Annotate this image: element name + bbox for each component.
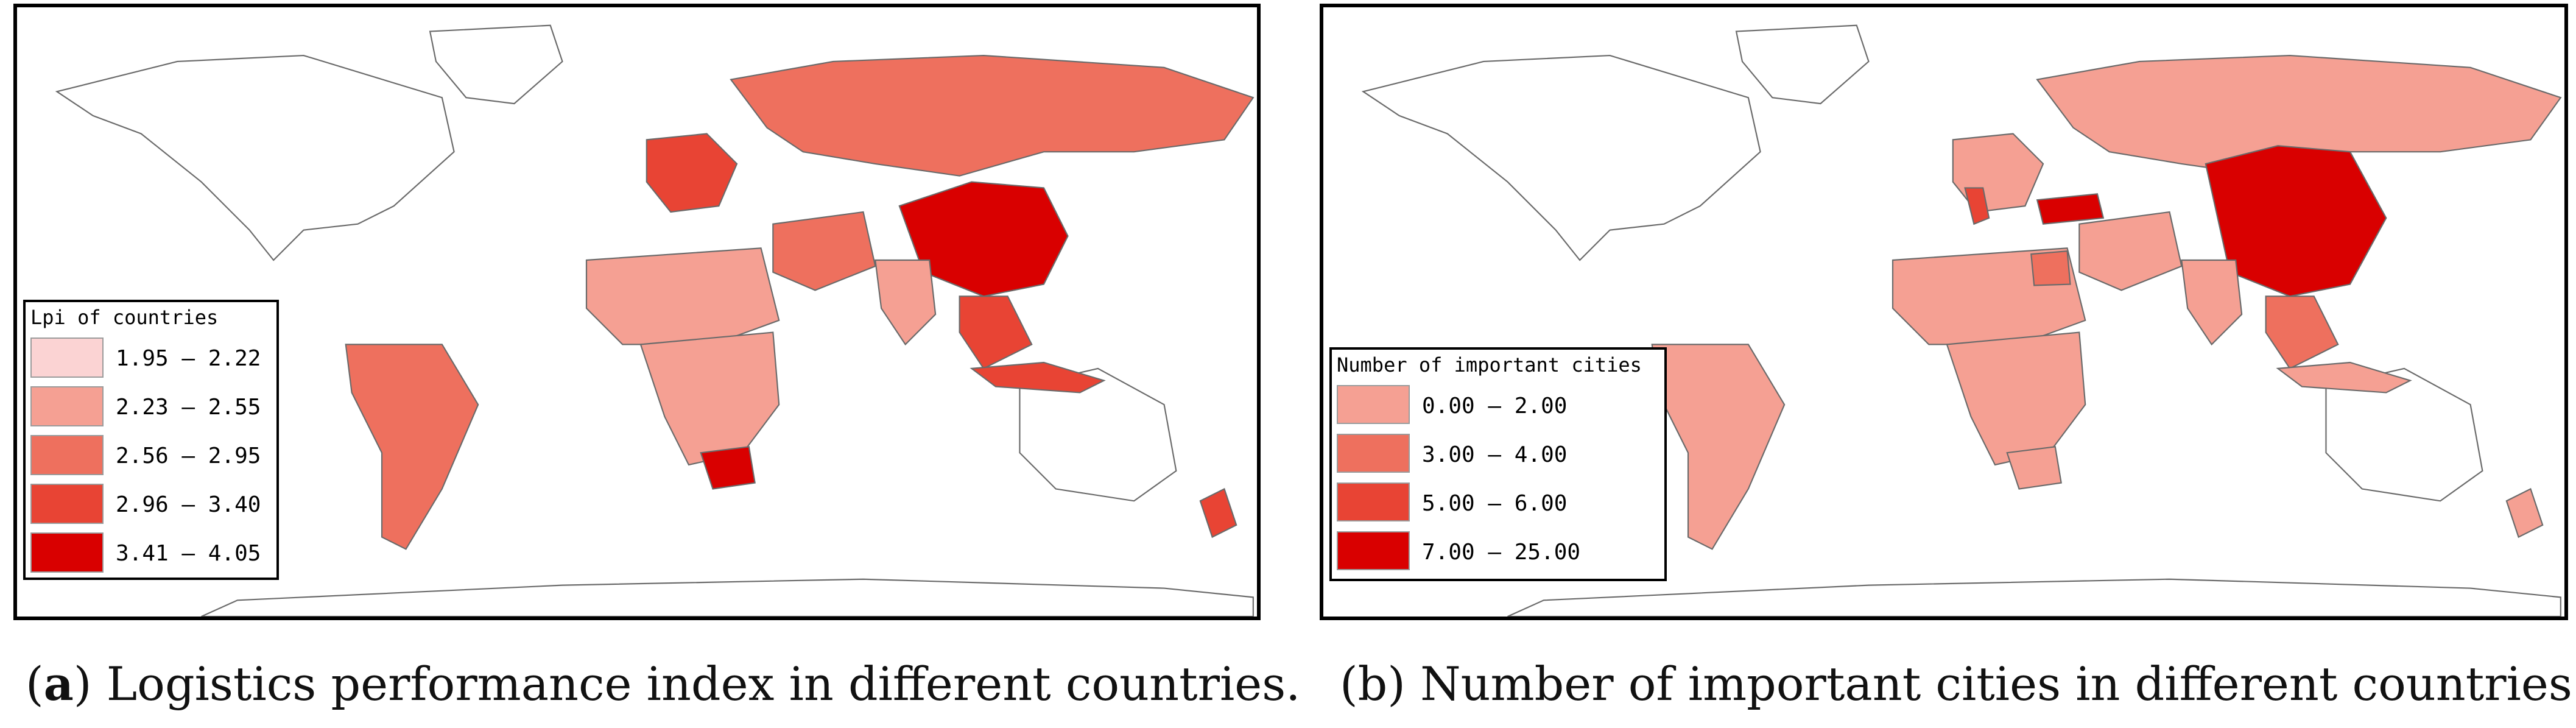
countries-classified (1651, 54, 2562, 550)
egypt (2030, 250, 2071, 286)
india (875, 259, 937, 346)
legend-swatch-3 (30, 435, 104, 475)
legend-swatch-1 (1337, 385, 1410, 424)
legend-swatch-2 (30, 386, 104, 426)
legend-range-1: 1.95 — 2.22 (116, 346, 261, 371)
africa-central (1946, 331, 2086, 466)
greenland (429, 24, 563, 105)
southeast-asia (2265, 295, 2339, 370)
legend-row-4: 2.96 — 3.40 (30, 484, 281, 526)
caption-cities: (b) Number of important cities in differ… (1340, 657, 2576, 711)
greenland (1735, 24, 1870, 105)
legend-swatch-5 (30, 532, 104, 573)
antarctica-edge (1507, 578, 2561, 617)
new-zealand (2505, 487, 2544, 539)
europe-west (646, 133, 738, 213)
europe-west (1952, 133, 2044, 213)
indonesia (2276, 361, 2412, 394)
africa-central (639, 331, 780, 466)
world-map-lpi (55, 24, 1255, 617)
legend-row-4: 7.00 — 25.00 (1337, 531, 1669, 580)
map-panel-lpi: Lpi of countries 1.95 — 2.22 2.23 — 2.55… (13, 4, 1261, 620)
legend-row-1: 1.95 — 2.22 (30, 337, 281, 380)
legend-title: Lpi of countries (30, 306, 219, 329)
russia (730, 54, 1255, 177)
legend-row-3: 2.56 — 2.95 (30, 435, 281, 478)
australia (1019, 367, 1177, 502)
indonesia (970, 361, 1106, 394)
countries-classified (345, 54, 1255, 550)
south-america (345, 344, 479, 550)
legend-range-3: 2.56 — 2.95 (116, 444, 261, 468)
legend-swatch-4 (30, 484, 104, 524)
turkey (2036, 193, 2105, 225)
caption-lpi: (a) Logistics performance index in diffe… (26, 657, 1300, 711)
russia (2036, 54, 2562, 177)
south-africa (2006, 446, 2062, 490)
north-america (55, 54, 455, 261)
australia (2325, 367, 2483, 502)
legend-swatch-1 (30, 337, 104, 378)
caption-open: ( (26, 657, 44, 711)
legend-range-3: 5.00 — 6.00 (1422, 491, 1568, 516)
new-zealand (1199, 487, 1237, 539)
legend-row-1: 0.00 — 2.00 (1337, 385, 1669, 434)
china (898, 181, 1069, 297)
south-america (1651, 344, 1786, 550)
china (2205, 145, 2387, 297)
legend-lpi: Lpi of countries 1.95 — 2.22 2.23 — 2.55… (23, 300, 279, 580)
africa-north (585, 247, 780, 345)
legend-title: Number of important cities (1337, 353, 1642, 376)
legend-range-1: 0.00 — 2.00 (1422, 394, 1568, 419)
caption-letter: a (43, 657, 74, 711)
legend-range-4: 7.00 — 25.00 (1422, 540, 1581, 565)
legend-range-4: 2.96 — 3.40 (116, 492, 261, 517)
middle-east (2078, 211, 2183, 291)
legend-cities: Number of important cities 0.00 — 2.00 3… (1329, 347, 1667, 581)
legend-range-2: 3.00 — 4.00 (1422, 442, 1568, 467)
legend-swatch-2 (1337, 434, 1410, 473)
legend-swatch-3 (1337, 482, 1410, 521)
india (2181, 259, 2243, 346)
southeast-asia (959, 295, 1033, 370)
legend-row-3: 5.00 — 6.00 (1337, 482, 1669, 531)
legend-row-2: 3.00 — 4.00 (1337, 434, 1669, 482)
italy (1964, 187, 1990, 225)
legend-range-5: 3.41 — 4.05 (116, 541, 261, 566)
caption-text: ) Logistics performance index in differe… (73, 657, 1301, 711)
antarctica-edge (201, 578, 1254, 617)
legend-range-2: 2.23 — 2.55 (116, 395, 261, 420)
world-map-cities (1361, 24, 2562, 617)
legend-swatch-4 (1337, 531, 1410, 570)
map-panel-cities: Number of important cities 0.00 — 2.00 3… (1320, 4, 2568, 620)
countries-no-data (55, 24, 1254, 617)
north-america (1361, 54, 1761, 261)
countries-no-data (1361, 24, 2561, 617)
south-africa (700, 446, 756, 490)
legend-row-2: 2.23 — 2.55 (30, 386, 281, 429)
middle-east (772, 211, 876, 291)
legend-row-5: 3.41 — 4.05 (30, 532, 281, 575)
